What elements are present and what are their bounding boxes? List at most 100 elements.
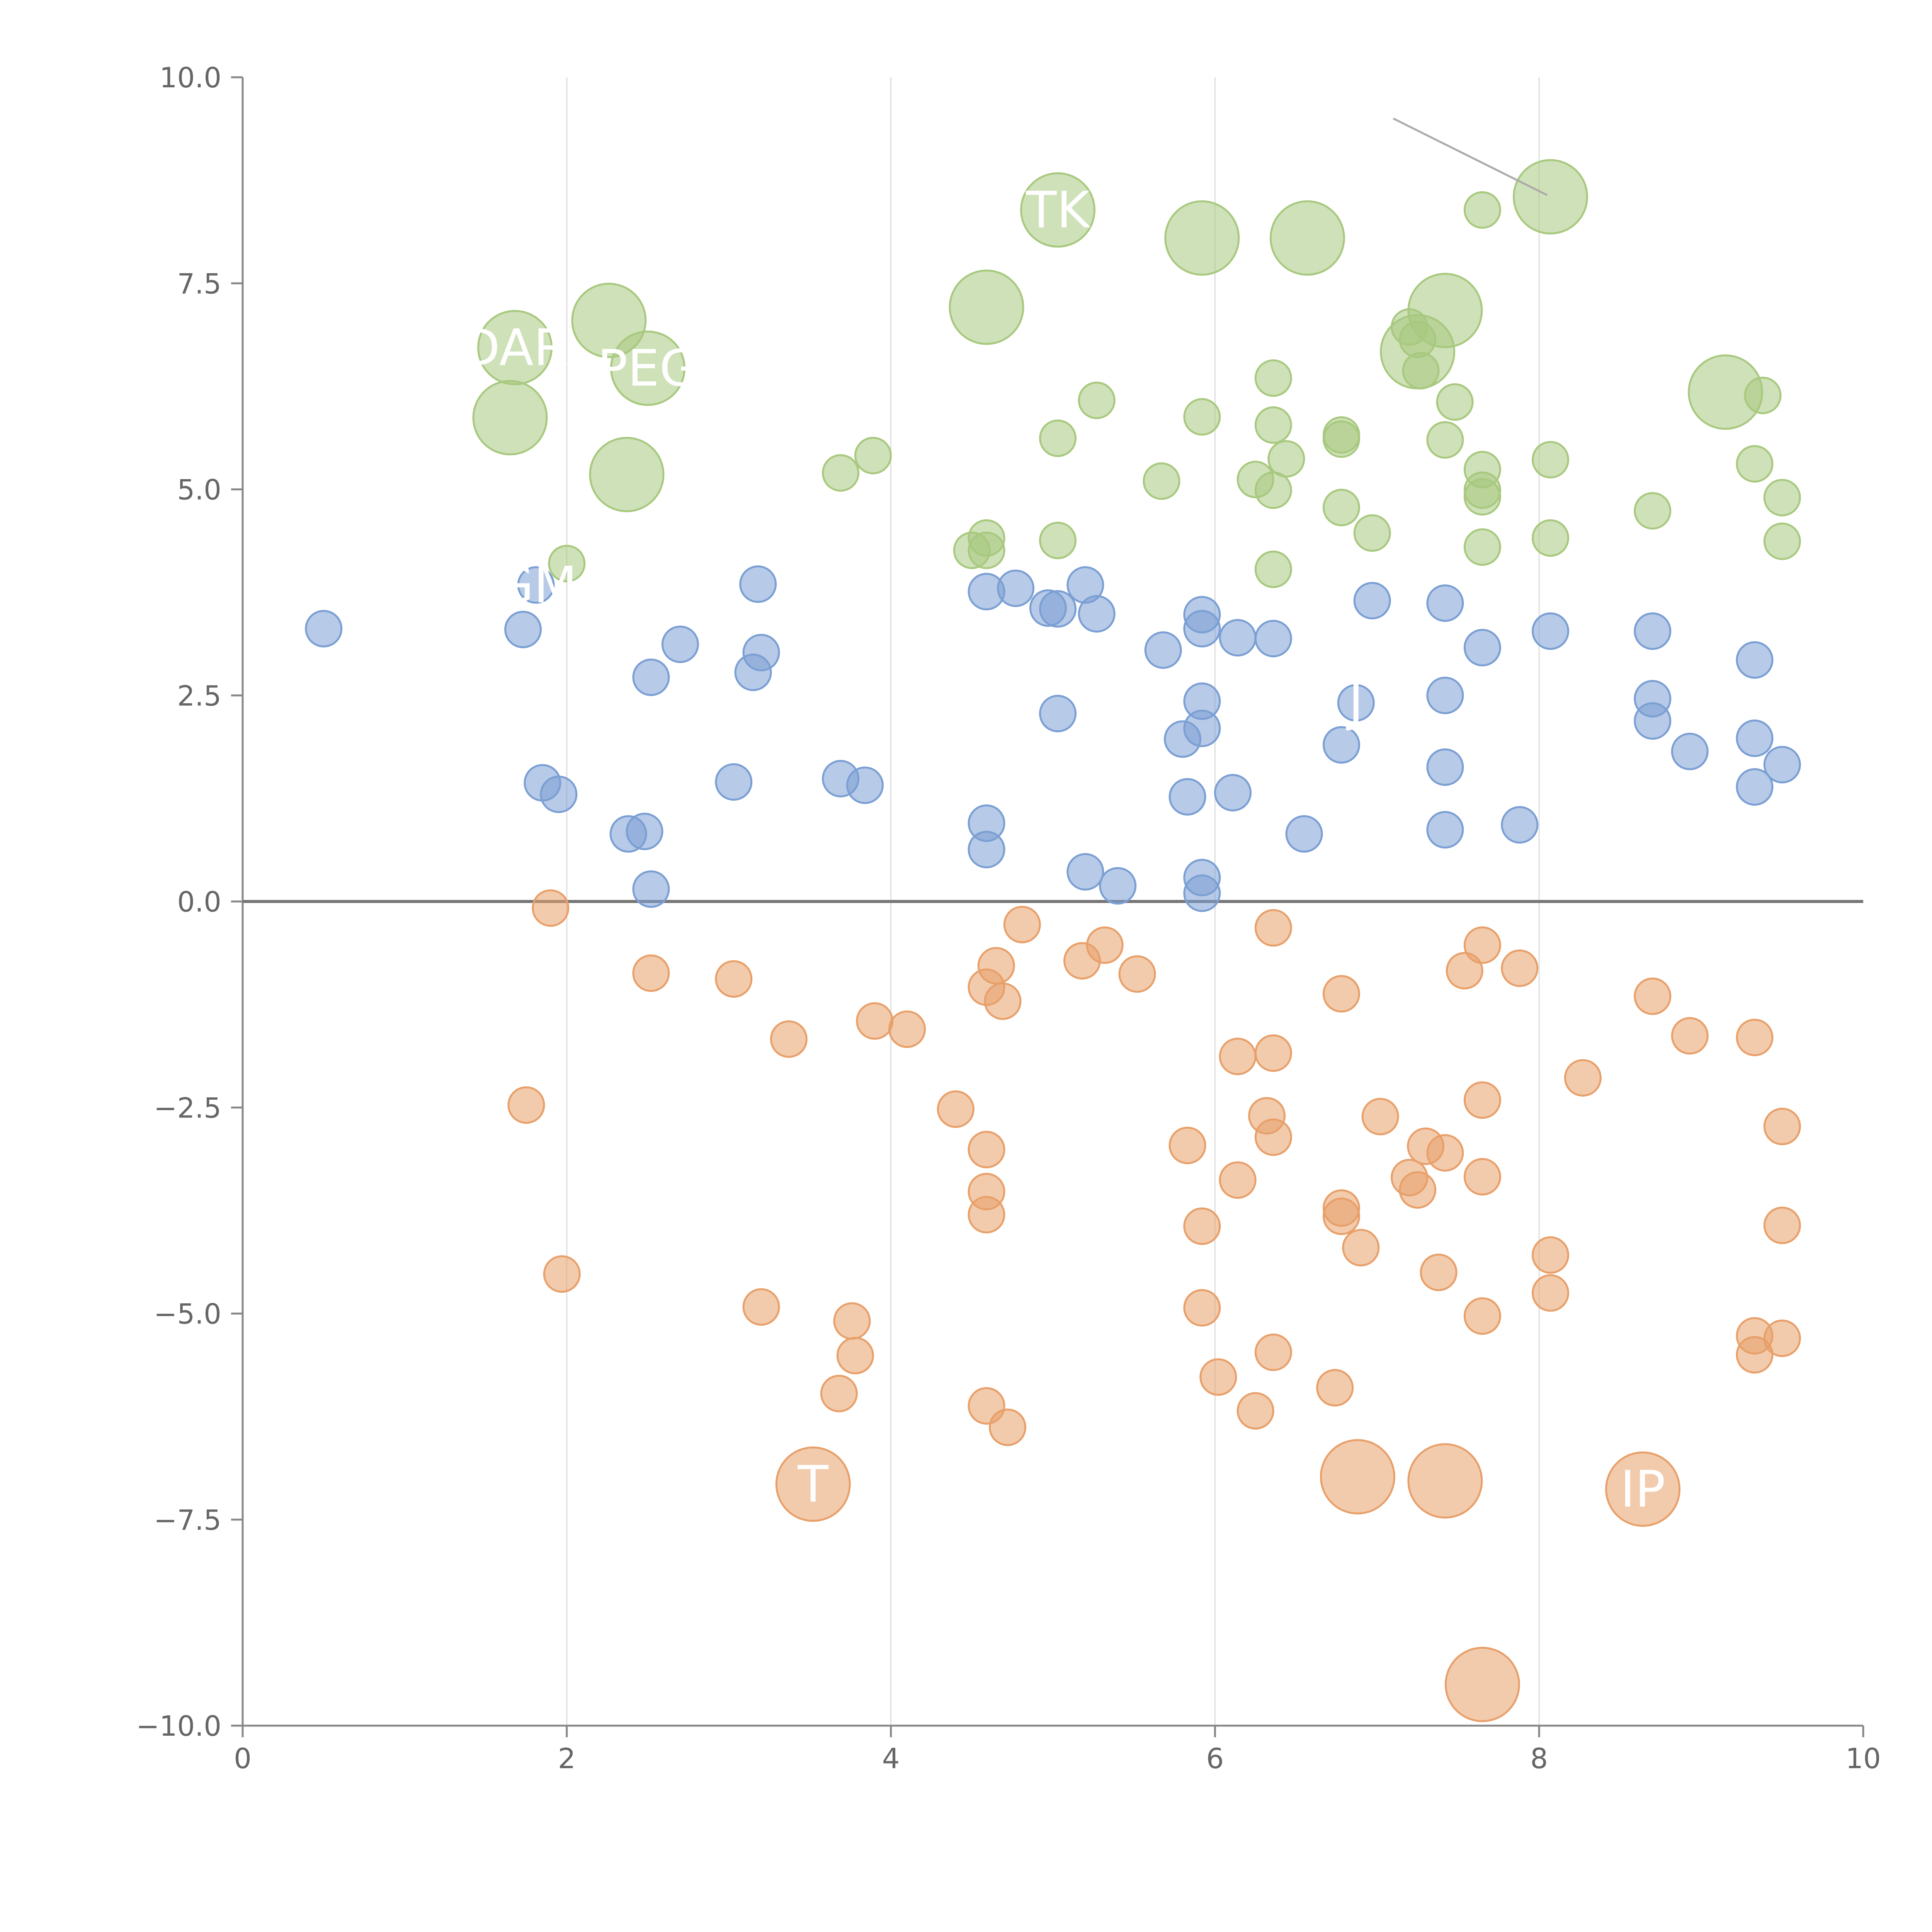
point-orange bbox=[1236, 1392, 1274, 1430]
data-label: PEG bbox=[597, 339, 698, 398]
point-green bbox=[1736, 445, 1774, 483]
point-orange bbox=[1564, 1059, 1602, 1097]
point-blue bbox=[1183, 874, 1221, 912]
point-orange bbox=[937, 1090, 975, 1128]
point-orange bbox=[968, 1131, 1005, 1168]
tick-labels: 0 2 4 6 8 10 10.0 7.5 5.0 2.5 0.0 −2.5 −5.0 −7.5 −10.0 bbox=[136, 61, 1881, 1775]
point-green bbox=[1744, 376, 1782, 414]
point-blue bbox=[1039, 695, 1077, 733]
point-orange bbox=[1254, 909, 1292, 947]
point-blue bbox=[1763, 746, 1801, 784]
point-green bbox=[1402, 352, 1440, 389]
point-green bbox=[1254, 471, 1292, 509]
point-orange bbox=[1254, 1118, 1292, 1156]
point-blue bbox=[1254, 620, 1292, 658]
point-green bbox=[1254, 359, 1292, 397]
point-green bbox=[1164, 200, 1240, 276]
point-blue bbox=[1164, 720, 1202, 758]
point-orange bbox=[1254, 1034, 1292, 1072]
point-blue bbox=[1671, 733, 1709, 770]
point-green bbox=[1463, 528, 1501, 566]
point-orange bbox=[968, 1196, 1005, 1234]
data-label: GM bbox=[495, 556, 577, 614]
point-orange bbox=[742, 1288, 780, 1326]
point-green bbox=[1323, 488, 1361, 526]
point-orange bbox=[1671, 1017, 1709, 1055]
point-green bbox=[854, 437, 892, 474]
point-orange bbox=[836, 1337, 874, 1374]
point-orange bbox=[543, 1255, 581, 1293]
y-tick-label: −7.5 bbox=[154, 1504, 221, 1536]
y-tick-label: 7.5 bbox=[177, 267, 221, 300]
point-orange bbox=[532, 889, 570, 927]
point-green bbox=[1763, 522, 1801, 560]
point-blue bbox=[626, 813, 663, 850]
annotation-leader-line bbox=[1393, 117, 1548, 196]
point-green bbox=[1323, 420, 1361, 458]
point-orange bbox=[715, 960, 753, 998]
data-labels: TK DAR PEG GM J T IP bbox=[461, 117, 1665, 1519]
point-orange bbox=[888, 1010, 926, 1048]
point-orange bbox=[1254, 1333, 1292, 1371]
y-tick-label: −5.0 bbox=[154, 1298, 221, 1330]
point-blue bbox=[1219, 619, 1257, 656]
point-orange bbox=[1219, 1037, 1257, 1075]
point-green bbox=[1532, 441, 1570, 479]
point-orange bbox=[1634, 977, 1672, 1015]
point-orange bbox=[1605, 1451, 1681, 1527]
point-blue bbox=[504, 611, 542, 648]
point-orange bbox=[1183, 1207, 1221, 1245]
point-orange bbox=[1444, 1646, 1520, 1722]
point-orange bbox=[1118, 955, 1156, 993]
point-green bbox=[1039, 522, 1077, 560]
data-label: TK bbox=[1026, 180, 1090, 239]
point-blue bbox=[1426, 748, 1464, 786]
x-tick-label: 4 bbox=[882, 1742, 900, 1775]
point-orange bbox=[1532, 1236, 1570, 1274]
point-orange bbox=[1426, 1134, 1464, 1172]
point-green bbox=[1039, 419, 1077, 457]
point-blue bbox=[1634, 702, 1672, 740]
point-orange bbox=[1407, 1443, 1483, 1519]
y-tick-label: 10.0 bbox=[160, 61, 221, 94]
point-blue bbox=[715, 763, 753, 801]
point-green bbox=[1399, 320, 1437, 358]
point-orange bbox=[1199, 1358, 1237, 1396]
data-label: DAR bbox=[461, 318, 568, 377]
point-blue bbox=[632, 658, 670, 696]
point-orange bbox=[1399, 1171, 1437, 1209]
x-tick-label: 10 bbox=[1845, 1742, 1881, 1775]
point-blue bbox=[1736, 641, 1774, 679]
point-blue bbox=[1426, 811, 1464, 849]
point-blue bbox=[734, 653, 772, 691]
point-green bbox=[1078, 381, 1116, 419]
point-blue bbox=[1168, 778, 1206, 816]
point-orange bbox=[1342, 1229, 1380, 1267]
x-tick-label: 0 bbox=[234, 1742, 252, 1775]
point-blue bbox=[517, 566, 555, 604]
point-blue bbox=[997, 569, 1035, 607]
point-blue bbox=[661, 626, 699, 663]
point-orange bbox=[775, 1446, 851, 1522]
point-blue bbox=[1066, 853, 1104, 891]
point-orange bbox=[1736, 1019, 1774, 1056]
point-blue bbox=[1736, 768, 1774, 806]
axes bbox=[231, 76, 1864, 1737]
point-orange bbox=[1736, 1336, 1774, 1374]
point-green bbox=[589, 437, 665, 512]
point-green bbox=[949, 269, 1024, 345]
point-green bbox=[1463, 478, 1501, 516]
point-blue bbox=[846, 766, 884, 804]
y-tick-label: 2.5 bbox=[177, 680, 221, 712]
point-blue bbox=[1144, 631, 1182, 669]
point-orange bbox=[632, 954, 670, 992]
data-label: J bbox=[1346, 673, 1363, 732]
point-green bbox=[1532, 519, 1570, 557]
data-label: T bbox=[798, 1455, 829, 1514]
point-blue bbox=[1736, 719, 1774, 757]
point-orange bbox=[1323, 975, 1361, 1013]
point-orange bbox=[1463, 1081, 1501, 1119]
point-orange bbox=[1763, 1206, 1801, 1244]
point-green bbox=[1143, 462, 1180, 500]
